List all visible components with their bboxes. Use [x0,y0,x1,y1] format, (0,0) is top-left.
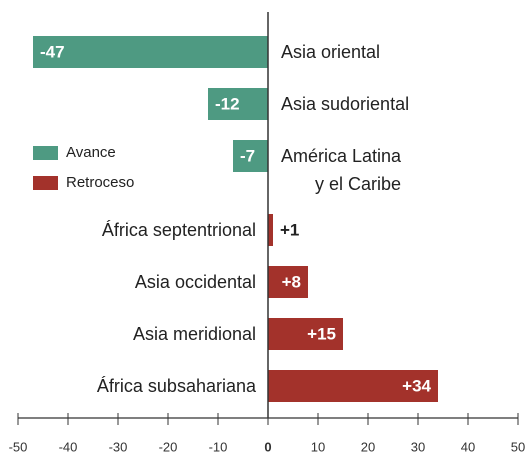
value-label: -12 [215,94,240,113]
x-tick-label: 0 [264,439,271,454]
value-label: -47 [40,42,65,61]
bar [33,36,268,68]
x-tick-label: -40 [59,439,78,454]
value-label: +34 [402,376,431,395]
category-label: América Latina y el Caribe [281,146,402,194]
x-tick-label: -10 [209,439,228,454]
x-tick-label: 10 [311,439,325,454]
legend-label: Retroceso [66,174,134,191]
x-tick-label: 50 [511,439,525,454]
value-label: +8 [282,272,301,291]
category-label: Asia occidental [134,272,256,292]
bar [268,370,438,402]
x-tick-label: -30 [109,439,128,454]
x-tick-label: 30 [411,439,425,454]
category-label: África septentrional [101,220,256,240]
x-tick-label: 20 [361,439,375,454]
bar [268,318,343,350]
x-tick-label: 40 [461,439,475,454]
bar [233,140,268,172]
legend-label: Avance [66,144,116,161]
bar [208,88,268,120]
category-label: Asia sudoriental [281,94,410,114]
bar [268,214,273,246]
value-label: +1 [280,220,299,239]
legend-swatch [33,176,58,190]
category-label: Asia oriental [281,42,381,62]
x-tick-label: -20 [159,439,178,454]
category-label: Asia meridional [132,324,256,344]
legend-swatch [33,146,58,160]
value-label: +15 [307,324,336,343]
x-tick-label: -50 [9,439,28,454]
value-label: -7 [240,146,255,165]
bar [268,266,308,298]
category-label: África subsahariana [96,376,256,396]
